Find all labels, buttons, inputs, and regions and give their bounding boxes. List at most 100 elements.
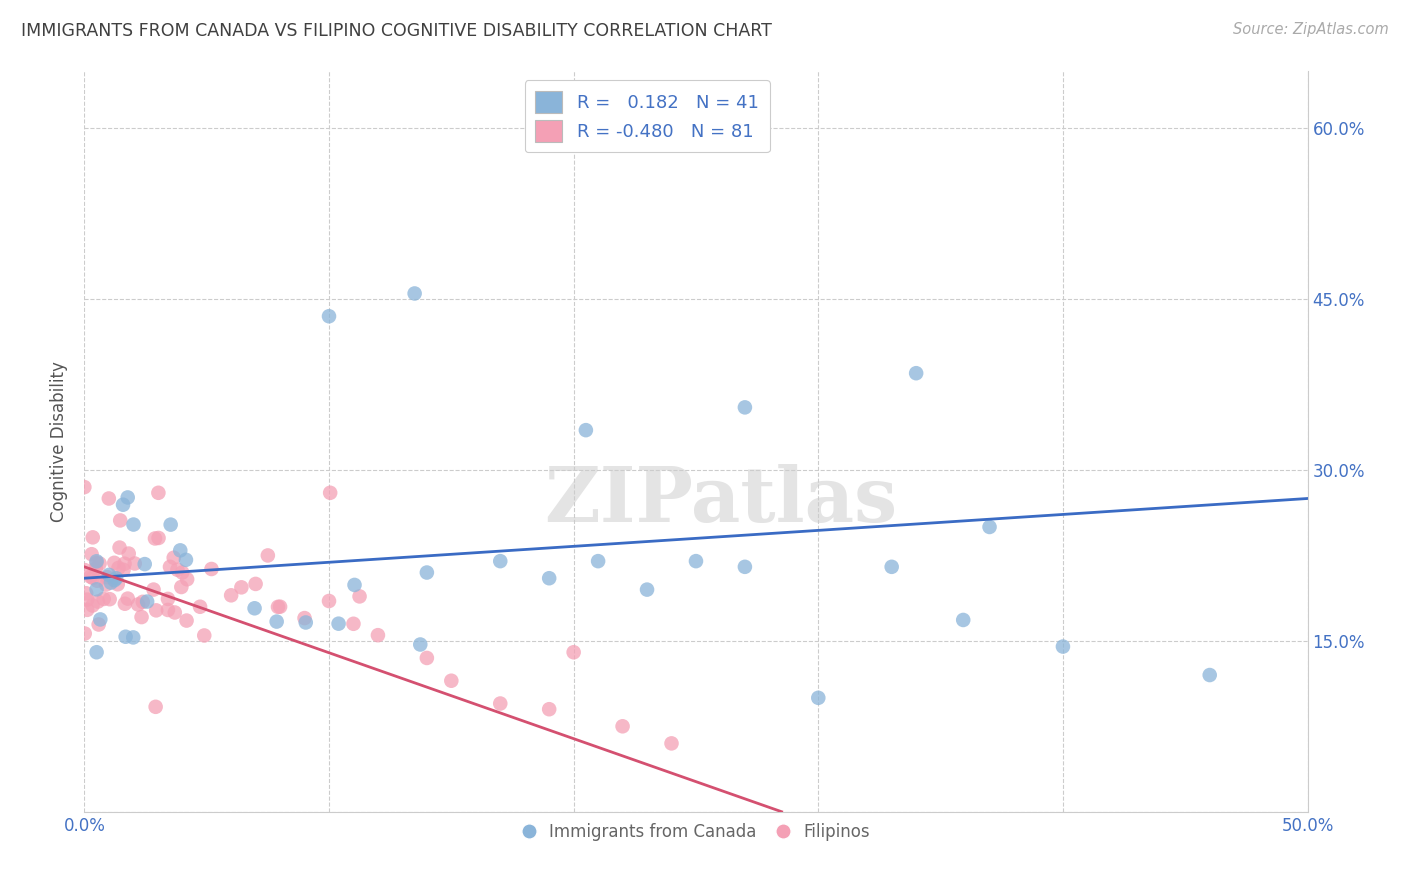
Point [170, 580, 193, 594]
Point [76, 603, 98, 617]
Point [86, 645, 108, 659]
Point [169, 543, 191, 558]
Point [127, 598, 149, 612]
Point [1052, 640, 1074, 654]
Point [156, 591, 179, 606]
Point [76, 592, 98, 607]
Point [148, 485, 170, 500]
Point [636, 582, 658, 597]
Point [734, 559, 756, 574]
Point [117, 591, 139, 606]
Point [136, 594, 159, 608]
Point [685, 554, 707, 568]
Point [114, 630, 136, 644]
Point [661, 736, 683, 750]
Point [82, 599, 104, 613]
Point [86, 554, 108, 568]
Point [163, 606, 186, 620]
Point [112, 563, 135, 577]
Point [343, 578, 366, 592]
Point [79, 569, 101, 583]
Point [73, 480, 96, 494]
Point [86, 574, 108, 588]
Point [103, 573, 125, 587]
Point [176, 614, 198, 628]
Point [294, 615, 316, 630]
Point [575, 423, 598, 437]
Point [86, 556, 108, 570]
Point [245, 577, 267, 591]
Point [538, 702, 561, 716]
Point [349, 590, 371, 604]
Point [134, 557, 156, 571]
Point [267, 599, 290, 614]
Point [538, 571, 561, 585]
Point [200, 562, 222, 576]
Point [122, 631, 145, 645]
Point [112, 498, 135, 512]
Point [117, 491, 139, 505]
Point [489, 554, 512, 568]
Point [159, 517, 181, 532]
Point [243, 601, 266, 615]
Point [586, 554, 609, 568]
Y-axis label: Cognitive Disability: Cognitive Disability [51, 361, 69, 522]
Point [93, 591, 115, 606]
Point [108, 541, 131, 555]
Point [1198, 668, 1220, 682]
Point [87, 594, 110, 608]
Point [489, 697, 512, 711]
Point [73, 563, 96, 577]
Point [75, 586, 97, 600]
Point [807, 690, 830, 705]
Point [97, 491, 120, 506]
Point [231, 580, 253, 594]
Point [409, 638, 432, 652]
Point [328, 616, 350, 631]
Point [416, 566, 439, 580]
Point [73, 626, 96, 640]
Point [979, 520, 1001, 534]
Point [166, 563, 188, 577]
Point [86, 582, 108, 597]
Text: ZIPatlas: ZIPatlas [544, 464, 897, 538]
Point [89, 557, 111, 571]
Point [98, 592, 121, 607]
Text: IMMIGRANTS FROM CANADA VS FILIPINO COGNITIVE DISABILITY CORRELATION CHART: IMMIGRANTS FROM CANADA VS FILIPINO COGNI… [21, 22, 772, 40]
Point [318, 310, 340, 324]
Point [163, 550, 186, 565]
Point [294, 611, 316, 625]
Point [440, 673, 463, 688]
Point [416, 651, 439, 665]
Point [122, 517, 145, 532]
Point [145, 603, 167, 617]
Point [612, 719, 634, 733]
Point [156, 603, 179, 617]
Point [94, 577, 117, 591]
Point [404, 286, 426, 301]
Point [89, 612, 111, 626]
Point [143, 532, 166, 546]
Point [905, 366, 928, 380]
Point [87, 617, 110, 632]
Point [145, 699, 167, 714]
Point [82, 530, 104, 544]
Point [176, 572, 198, 586]
Point [188, 599, 211, 614]
Point [131, 610, 153, 624]
Point [98, 568, 121, 582]
Point [108, 513, 131, 527]
Point [734, 401, 756, 415]
Text: Source: ZipAtlas.com: Source: ZipAtlas.com [1233, 22, 1389, 37]
Point [100, 575, 122, 590]
Point [257, 549, 280, 563]
Point [82, 571, 104, 585]
Point [96, 570, 118, 584]
Point [105, 571, 128, 585]
Point [266, 615, 288, 629]
Point [80, 547, 103, 561]
Point [174, 553, 197, 567]
Point [132, 595, 155, 609]
Legend: Immigrants from Canada, Filipinos: Immigrants from Canada, Filipinos [516, 816, 876, 847]
Point [562, 645, 585, 659]
